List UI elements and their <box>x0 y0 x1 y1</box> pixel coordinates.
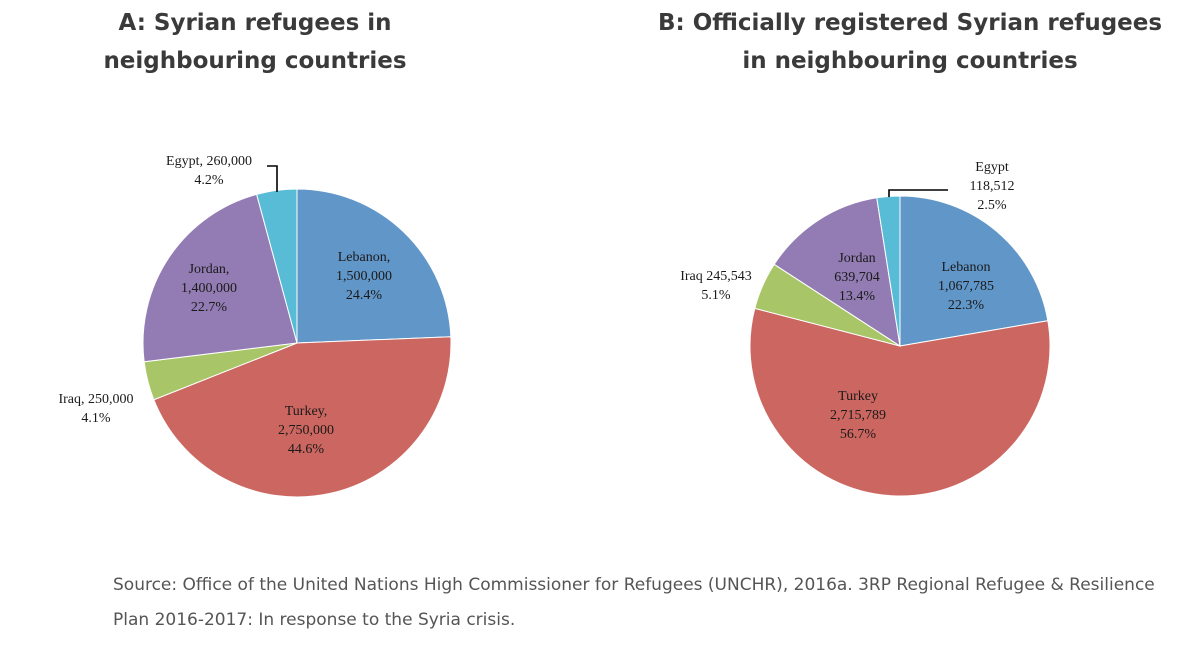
pie-a-label-iraq-line-1: Iraq, 250,000 <box>58 392 133 407</box>
pie-a-label-turkey-line-3: 44.6% <box>288 442 325 457</box>
chart-a-title-line-1: A: Syrian refugees in <box>118 10 392 36</box>
pie-a-slice-turkey <box>153 336 452 498</box>
pie-b-label-iraq: Iraq 245,543 5.1% <box>680 269 752 303</box>
pie-a-label-egypt-line-2: 4.2% <box>194 173 224 188</box>
pie-b-slice-lebanon <box>899 195 1049 347</box>
pie-b-label-iraq-line-2: 5.1% <box>701 288 731 303</box>
pie-b-label-lebanon-line-3: 22.3% <box>948 298 985 313</box>
pie-b-label-iraq-line-1: Iraq 245,543 <box>680 269 752 284</box>
pie-a-label-turkey: Turkey, 2,750,000 44.6% <box>278 404 334 457</box>
pie-a-label-lebanon-line-2: 1,500,000 <box>336 269 392 284</box>
pie-b-label-lebanon-line-2: 1,067,785 <box>938 279 994 294</box>
pie-b-label-lebanon: Lebanon 1,067,785 22.3% <box>938 260 994 313</box>
chart-b-title-line-2: in neighbouring countries <box>742 48 1078 74</box>
source-note: Source: Office of the United Nations Hig… <box>113 575 1155 630</box>
pie-a-label-lebanon: Lebanon, 1,500,000 24.4% <box>336 250 392 303</box>
pie-a-egypt-leader-line <box>267 165 278 192</box>
pie-b-label-egypt-line-1: Egypt <box>975 160 1009 175</box>
pie-b-label-turkey-line-2: 2,715,789 <box>830 408 886 423</box>
chart-b-title-line-1: B: Officially registered Syrian refugees <box>657 10 1163 36</box>
pie-a-label-iraq-line-2: 4.1% <box>81 411 111 426</box>
pie-b-label-turkey-line-1: Turkey <box>838 389 878 404</box>
pie-a-slice-lebanon <box>296 188 452 344</box>
pie-a-label-iraq: Iraq, 250,000 4.1% <box>58 392 133 426</box>
pie-a-label-turkey-line-2: 2,750,000 <box>278 423 334 438</box>
pie-a-label-jordan-line-3: 22.7% <box>191 300 228 315</box>
pie-a-label-lebanon-line-3: 24.4% <box>346 288 383 303</box>
pie-b-label-turkey-line-3: 56.7% <box>840 427 877 442</box>
pie-b-label-jordan: Jordan 639,704 13.4% <box>834 251 880 304</box>
pie-b-label-lebanon-line-1: Lebanon <box>942 260 991 275</box>
pie-b-egypt-leader-line <box>888 189 948 197</box>
pie-b-label-jordan-line-1: Jordan <box>838 251 875 266</box>
pie-b-slice-turkey <box>749 307 1051 497</box>
pie-b-label-turkey: Turkey 2,715,789 56.7% <box>830 389 886 442</box>
pie-b-label-jordan-line-2: 639,704 <box>834 270 880 285</box>
pie-a-slice-jordan <box>142 193 298 363</box>
chart-a-title-line-2: neighbouring countries <box>103 48 407 74</box>
pie-a-label-turkey-line-1: Turkey, <box>285 404 328 419</box>
pie-b-label-egypt-line-3: 2.5% <box>977 198 1007 213</box>
pie-a-label-lebanon-line-1: Lebanon, <box>338 250 390 265</box>
pie-a-label-jordan: Jordan, 1,400,000 22.7% <box>181 262 237 315</box>
chart-a-title: A: Syrian refugees in neighbouring count… <box>60 4 450 80</box>
pie-a-label-egypt: Egypt, 260,000 4.2% <box>166 154 252 188</box>
chart-b-title: B: Officially registered Syrian refugees… <box>610 4 1200 80</box>
pie-a-label-egypt-line-1: Egypt, 260,000 <box>166 154 252 169</box>
pie-b-label-egypt-line-2: 118,512 <box>970 179 1015 194</box>
pie-a-label-jordan-line-2: 1,400,000 <box>181 281 237 296</box>
pie-b-slice-jordan <box>773 197 901 348</box>
pie-b-label-egypt: Egypt 118,512 2.5% <box>970 160 1015 213</box>
pie-a-label-jordan-line-1: Jordan, <box>189 262 230 277</box>
pie-b-label-jordan-line-3: 13.4% <box>839 289 876 304</box>
